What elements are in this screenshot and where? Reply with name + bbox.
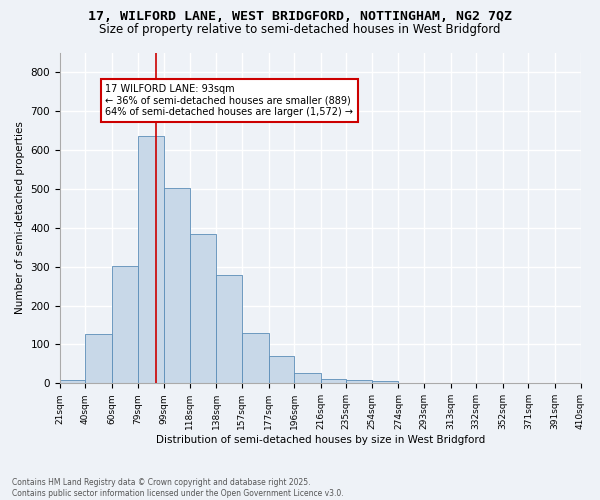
Bar xyxy=(294,373,321,384)
Bar xyxy=(60,380,85,384)
Text: Contains HM Land Registry data © Crown copyright and database right 2025.
Contai: Contains HM Land Registry data © Crown c… xyxy=(12,478,344,498)
Bar xyxy=(112,266,137,384)
Bar xyxy=(269,356,294,384)
Bar xyxy=(372,382,398,384)
Bar xyxy=(190,234,217,384)
Text: Size of property relative to semi-detached houses in West Bridgford: Size of property relative to semi-detach… xyxy=(99,22,501,36)
Bar xyxy=(85,334,112,384)
Bar xyxy=(346,380,372,384)
Bar xyxy=(217,275,242,384)
Text: 17 WILFORD LANE: 93sqm
← 36% of semi-detached houses are smaller (889)
64% of se: 17 WILFORD LANE: 93sqm ← 36% of semi-det… xyxy=(106,84,353,117)
Y-axis label: Number of semi-detached properties: Number of semi-detached properties xyxy=(15,122,25,314)
Bar xyxy=(164,188,190,384)
Bar xyxy=(137,136,164,384)
Bar xyxy=(242,332,269,384)
X-axis label: Distribution of semi-detached houses by size in West Bridgford: Distribution of semi-detached houses by … xyxy=(155,435,485,445)
Text: 17, WILFORD LANE, WEST BRIDGFORD, NOTTINGHAM, NG2 7QZ: 17, WILFORD LANE, WEST BRIDGFORD, NOTTIN… xyxy=(88,10,512,23)
Bar xyxy=(321,379,346,384)
